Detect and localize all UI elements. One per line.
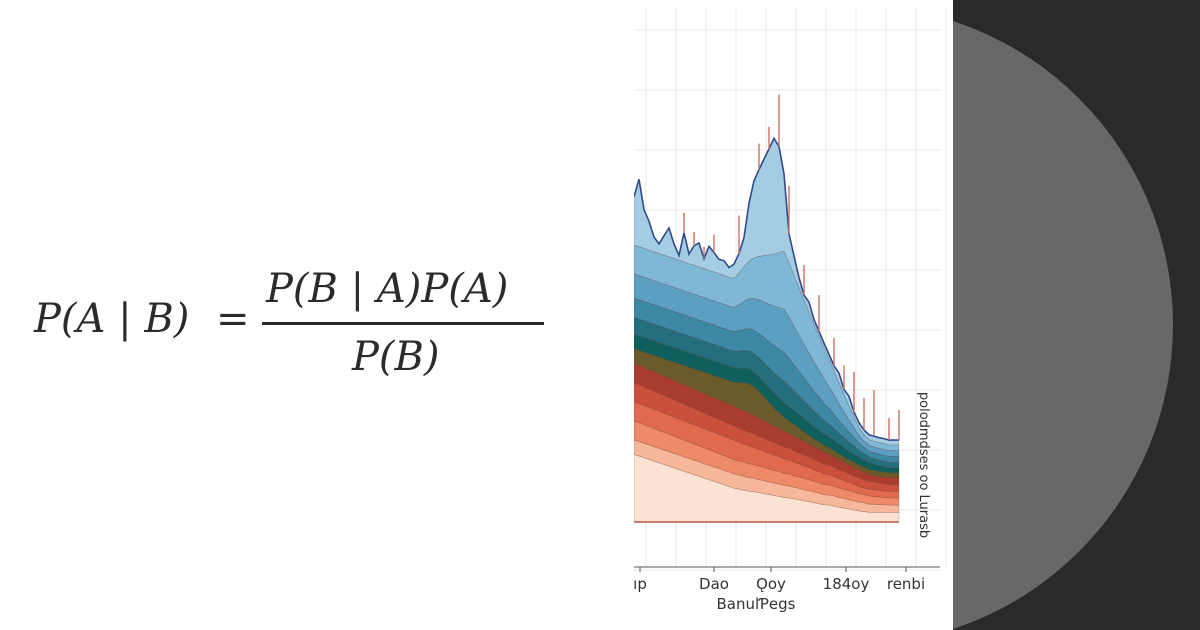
top-outline <box>634 136 899 441</box>
x-tick-label: Dao <box>699 575 729 593</box>
formula-numerator: P(B | A)P(A) <box>266 266 509 312</box>
formula-lhs: P(A | B) <box>34 296 190 342</box>
chart-areas <box>634 136 900 523</box>
x-axis-ticks: ıp Dao Ǫoy 184oy renbi <box>634 567 925 593</box>
x-tick-label: Ǫoy <box>756 575 786 593</box>
stacked-area-chart: ıp Dao Ǫoy 184oy renbi BanulƤegs polodmdses … <box>634 8 947 613</box>
x-tick-label: ıp <box>634 575 647 593</box>
formula-panel: P(A | B) = P(B | A)P(A) P(B) <box>34 266 544 380</box>
side-label: polodmdses oo Lurasb <box>916 392 931 538</box>
fraction-bar <box>262 322 544 325</box>
x-tick-label: 184oy <box>823 575 870 593</box>
formula-equals-sign: = <box>216 296 250 342</box>
chart-spikes <box>683 94 900 441</box>
dark-panel <box>953 0 1200 630</box>
formula-denominator: P(B) <box>352 334 440 380</box>
circle-shape <box>953 5 1173 630</box>
x-tick-label: renbi <box>887 575 925 593</box>
x-axis-title: BanulƤegs <box>716 595 795 613</box>
chart-panel: ıp Dao Ǫoy 184oy renbi BanulƤegs polodmdses … <box>634 0 953 630</box>
